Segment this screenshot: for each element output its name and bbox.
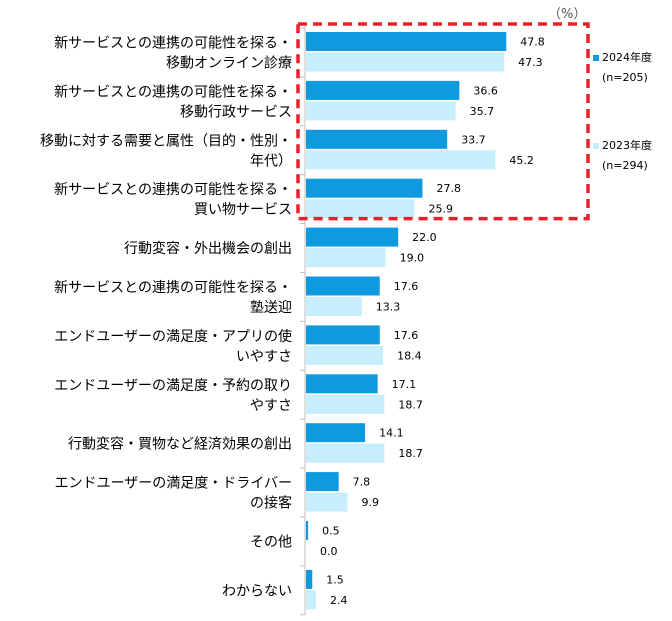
bar-series-2024	[306, 32, 507, 51]
category-label: 行動変容・買物など経済効果の創出	[68, 436, 292, 453]
data-label: 22.0	[412, 231, 437, 244]
data-label: 13.3	[376, 301, 401, 314]
bar-series-2023	[306, 248, 386, 268]
category-label: わからない	[222, 583, 292, 599]
bar-series-2023	[306, 345, 384, 365]
category-label: 新サービスとの連携の可能性を探る・買い物サービス	[54, 182, 292, 218]
bar-series-2024	[306, 325, 380, 345]
data-label: 2.4	[330, 594, 348, 607]
bar-series-2024	[306, 80, 460, 100]
data-label: 0.0	[320, 545, 338, 558]
bar-series-2024	[306, 276, 380, 296]
data-label: 35.7	[470, 105, 495, 118]
bar-series-2024	[306, 227, 399, 247]
category-label: その他	[250, 534, 292, 550]
legend-series-name: 2024年度	[602, 50, 652, 64]
data-label: 17.6	[394, 329, 419, 342]
data-label: 9.9	[361, 496, 379, 509]
unit-label: （%）	[548, 7, 586, 22]
bar-series-2024	[306, 569, 313, 589]
bar-series-2023	[306, 199, 415, 219]
bar-series-2023	[306, 492, 348, 512]
data-label: 17.1	[392, 378, 417, 391]
data-label: 0.5	[322, 525, 340, 538]
category-label: 新サービスとの連携の可能性を探る・塾送迎	[54, 280, 292, 316]
bar-series-2023	[306, 150, 496, 170]
data-label: 47.8	[520, 36, 545, 49]
legend: 2024年度 (n=205) 2023年度 (n=294)	[593, 50, 652, 172]
bar-series-2023	[306, 590, 317, 610]
data-label: 18.7	[398, 447, 423, 460]
category-label: エンドユーザーの満足度・ドライバーの接客	[55, 476, 292, 512]
category-label: エンドユーザーの満足度・予約の取りやすさ	[54, 378, 292, 414]
data-label: 18.4	[397, 349, 422, 362]
legend-swatch	[593, 55, 599, 61]
category-label: 行動変容・外出機会の創出	[124, 240, 292, 257]
bar-series-2024	[306, 129, 448, 149]
data-label: 14.1	[379, 427, 404, 440]
data-label: 17.6	[394, 280, 419, 293]
data-label: 47.3	[518, 56, 543, 69]
data-label: 27.8	[436, 182, 461, 195]
category-label: 移動に対する需要と属性（目的・性別・年代）	[40, 133, 292, 169]
data-label: 1.5	[326, 573, 344, 586]
bar-series-2024	[306, 374, 378, 394]
bar-series-2023	[306, 297, 362, 316]
bar-series-2023	[306, 443, 385, 463]
data-label: 33.7	[461, 133, 486, 146]
bars-layer	[296, 22, 590, 616]
bar-series-2024	[306, 472, 339, 492]
category-label: 新サービスとの連携の可能性を探る・移動オンライン診療	[54, 35, 292, 71]
category-label: 新サービスとの連携の可能性を探る・移動行政サービス	[54, 84, 292, 120]
legend-series-name: 2023年度	[602, 138, 652, 152]
bar-series-2024	[306, 423, 366, 443]
data-label: 7.8	[353, 476, 371, 489]
bar-series-2023	[306, 101, 456, 121]
data-label: 18.7	[398, 398, 423, 411]
legend-swatch	[593, 143, 599, 149]
legend-sample-size: (n=205)	[602, 71, 648, 84]
category-label: エンドユーザーの満足度・アプリの使いやすさ	[54, 328, 292, 365]
labels-layer: 新サービスとの連携の可能性を探る・移動オンライン診療 47.8 47.3 新サービスと…	[40, 7, 586, 607]
data-label: 36.6	[473, 84, 498, 97]
bar-series-2024	[306, 521, 309, 540]
data-label: 45.2	[509, 154, 534, 167]
highlight-box	[296, 22, 590, 221]
legend-sample-size: (n=294)	[602, 159, 648, 172]
data-label: 19.0	[400, 252, 425, 265]
bar-series-2024	[306, 178, 423, 198]
bar-series-2023	[306, 52, 505, 72]
data-label: 25.9	[429, 203, 454, 216]
bar-series-2023	[306, 394, 385, 414]
